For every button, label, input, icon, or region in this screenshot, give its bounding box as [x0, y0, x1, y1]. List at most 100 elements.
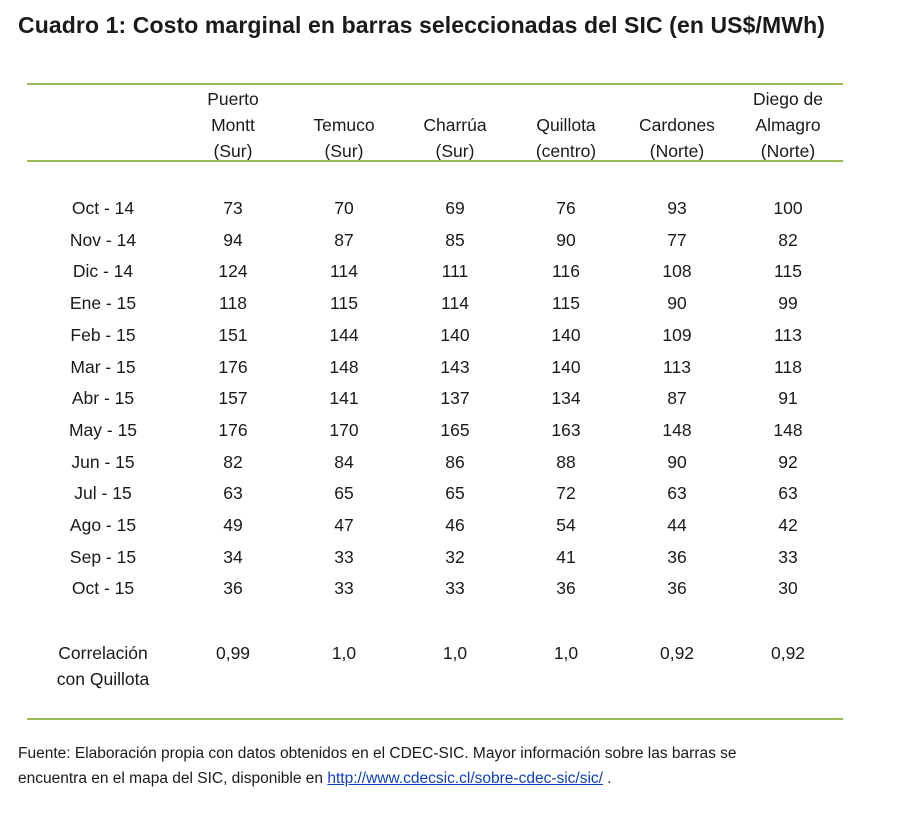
correlation-cell: 1,0	[442, 643, 468, 663]
table-cell: 176	[218, 420, 248, 440]
table-cell: 32	[445, 547, 465, 567]
table-cell: 140	[551, 325, 581, 345]
table-cell: 92	[778, 452, 798, 472]
table-cell: 111	[441, 261, 469, 281]
table-cell: 148	[329, 357, 359, 377]
row-label: Feb - 15	[70, 325, 136, 345]
footnote-text: .	[602, 770, 612, 787]
table-row: Oct - 15 36 33 33 36 36 30	[0, 575, 900, 601]
table-row: Ene - 15 118 115 114 115 90 99	[0, 290, 900, 316]
table-cell: 63	[223, 483, 243, 503]
row-label: Nov - 14	[69, 230, 137, 250]
correlation-label-line: Correlación	[58, 643, 148, 663]
table-bottom-rule	[27, 718, 843, 720]
row-label: Abr - 15	[71, 388, 135, 408]
table-cell: 34	[223, 547, 243, 567]
table-cell: 46	[445, 515, 465, 535]
table-cell: 140	[440, 325, 470, 345]
table-cell: 134	[551, 388, 581, 408]
column-header-line: (Norte)	[649, 141, 705, 161]
row-label: Sep - 15	[69, 547, 137, 567]
table-cell: 113	[774, 325, 802, 345]
table-cell: 116	[552, 261, 580, 281]
table-cell: 85	[445, 230, 465, 250]
table-cell: 44	[667, 515, 687, 535]
table-cell: 77	[667, 230, 687, 250]
column-header-line: Diego de	[752, 89, 824, 109]
table-cell: 137	[440, 388, 470, 408]
table-cell: 151	[218, 325, 248, 345]
column-header-line: Charrúa	[423, 115, 487, 135]
table-row: Sep - 15 34 33 32 41 36 33	[0, 544, 900, 570]
table-cell: 148	[662, 420, 692, 440]
table-cell: 63	[667, 483, 687, 503]
table-row: Abr - 15 157 141 137 134 87 91	[0, 385, 900, 411]
correlation-cell: 0,92	[770, 643, 806, 663]
table-cell: 82	[778, 230, 798, 250]
table-cell: 42	[778, 515, 798, 535]
table-row: Nov - 14 94 87 85 90 77 82	[0, 227, 900, 253]
table-cell: 118	[774, 357, 802, 377]
footnote-line: Fuente: Elaboración propia con datos obt…	[18, 745, 737, 762]
table-cell: 72	[556, 483, 576, 503]
row-label: Ene - 15	[69, 293, 137, 313]
table-top-rule	[27, 83, 843, 85]
table-cell: 36	[223, 578, 243, 598]
table-cell: 143	[440, 357, 470, 377]
table-cell: 87	[667, 388, 687, 408]
column-header-line: Puerto	[207, 89, 259, 109]
row-label: Oct - 14	[71, 198, 135, 218]
column-header-line	[400, 86, 510, 112]
column-header-line: Cardones	[639, 115, 715, 135]
column-headers: Puerto Montt (Sur) Temuco (Sur) Charrúa …	[0, 86, 900, 162]
table-cell: 54	[556, 515, 576, 535]
table-cell: 65	[445, 483, 465, 503]
row-label: Oct - 15	[71, 578, 135, 598]
table-cell: 65	[334, 483, 354, 503]
table-row: Oct - 14 73 70 69 76 93 100	[0, 195, 900, 221]
column-header-cardones: Cardones (Norte)	[622, 86, 732, 164]
table-cell: 148	[773, 420, 803, 440]
table-cell: 93	[667, 198, 687, 218]
table-cell: 82	[223, 452, 243, 472]
table-cell: 100	[773, 198, 803, 218]
source-footnote: Fuente: Elaboración propia con datos obt…	[18, 741, 878, 791]
table-cell: 108	[662, 261, 692, 281]
table-cell: 163	[551, 420, 581, 440]
column-header-quillota: Quillota (centro)	[511, 86, 621, 164]
correlation-label: Correlación con Quillota	[23, 640, 183, 692]
table-cell: 124	[218, 261, 248, 281]
table-cell: 33	[445, 578, 465, 598]
table-row: Jul - 15 63 65 65 72 63 63	[0, 480, 900, 506]
table-cell: 113	[663, 357, 691, 377]
column-header-diego-de-almagro: Diego de Almagro (Norte)	[733, 86, 843, 164]
table-cell: 36	[667, 578, 687, 598]
table-row: Jun - 15 82 84 86 88 90 92	[0, 449, 900, 475]
row-label: Ago - 15	[69, 515, 137, 535]
table-cell: 90	[556, 230, 576, 250]
column-header-line: Almagro	[755, 115, 821, 135]
correlation-row: Correlación con Quillota 0,99 1,0 1,0 1,…	[0, 640, 900, 694]
table-cell: 70	[334, 198, 354, 218]
correlation-cell: 0,99	[215, 643, 251, 663]
table-cell: 87	[334, 230, 354, 250]
column-header-line	[511, 86, 621, 112]
table-row: Mar - 15 176 148 143 140 113 118	[0, 354, 900, 380]
column-header-line: Temuco	[313, 115, 375, 135]
column-header-line: (Norte)	[760, 141, 816, 161]
table-cell: 84	[334, 452, 354, 472]
header-bottom-rule	[27, 160, 843, 162]
table-cell: 94	[223, 230, 243, 250]
table-row: Ago - 15 49 47 46 54 44 42	[0, 512, 900, 538]
correlation-cell: 1,0	[553, 643, 579, 663]
column-header-line: Quillota	[536, 115, 596, 135]
table-row: Dic - 14 124 114 111 116 108 115	[0, 258, 900, 284]
cdecsic-link[interactable]: http://www.cdecsic.cl/sobre-cdec-sic/sic…	[327, 770, 603, 787]
column-header-puerto-montt: Puerto Montt (Sur)	[178, 86, 288, 164]
correlation-cell: 0,92	[659, 643, 695, 663]
table-cell: 141	[329, 388, 359, 408]
table-cell: 88	[556, 452, 576, 472]
correlation-label-line: con Quillota	[56, 669, 150, 689]
table-cell: 86	[445, 452, 465, 472]
table-cell: 36	[667, 547, 687, 567]
